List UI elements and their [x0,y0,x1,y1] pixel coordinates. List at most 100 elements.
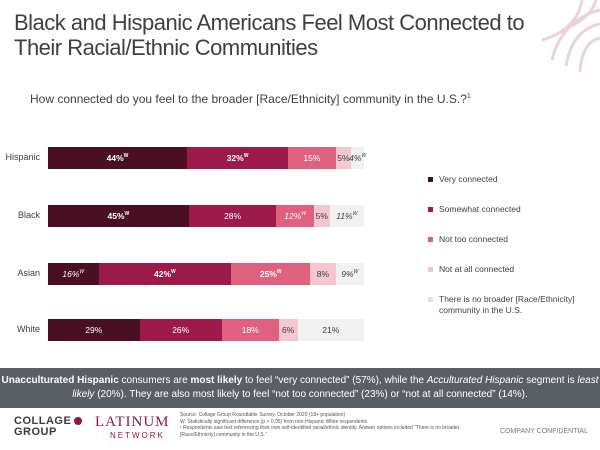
source-notes: Source: Collage Group Roundtable Survey,… [180,412,480,438]
bar-segment: 26% [139,319,222,341]
data-label: 8% [316,269,330,279]
survey-question-text: How connected do you feel to the broader… [30,92,467,106]
bar-segment: 4%W [349,147,367,169]
bar-row: 45%W 28% 12%W 5% 11%W [48,205,364,227]
bar-segment: 45%W [48,205,189,227]
data-label: 6% [282,325,295,335]
slide-title: Black and Hispanic Americans Feel Most C… [14,10,525,60]
banner-text: consumers are [118,375,191,386]
legend-label: Somewhat connected [439,204,521,214]
data-label: 5% [315,211,328,221]
footnote-marker: 1 [466,93,471,100]
significance-marker: W [124,211,130,218]
bar-segment: 16%W [48,263,99,285]
data-label: 15% [303,153,321,163]
legend-item: There is no broader [Race/Ethnicity] com… [428,294,598,316]
legend-swatch-icon [428,237,433,242]
bar-segment: 21% [297,319,364,341]
banner-text: segment is [523,375,578,386]
banner-italic: Acculturated Hispanic [426,375,524,386]
bar-segment: 6% [278,319,298,341]
source-line: ¹ Respondents saw text referencing their… [180,425,460,438]
bar-row: 29% 26% 18% 6% 21% [48,319,364,341]
bar-row: 16%W 42%W 25%W 8% 9%W [48,263,364,285]
data-label: 25%W [259,269,282,279]
collage-logo-line1: COLLAGE [14,415,72,427]
legend-item: Somewhat connected [428,204,598,215]
data-label: 45%W [107,211,130,221]
legend-label: Not at all connected [439,264,515,274]
bar-segment: 11%W [329,205,364,227]
source-line: Source: Collage Group Roundtable Survey,… [180,412,346,418]
significance-marker: W [171,269,176,276]
stacked-bar-chart: Hispanic 44%W 32%W 15% 5% 4%W Black 45%W 28% 12%W… [0,130,600,360]
bar-segment: 12%W [276,205,314,227]
bar-segment: 28% [188,205,277,227]
bar-segment: 5% [335,147,352,169]
data-label: 42%W [154,269,176,279]
bar-row: 44%W 32%W 15% 5% 4%W [48,147,367,169]
data-label: 4%W [349,153,367,163]
bar-segment: 15% [288,147,336,169]
legend-label: There is no broader [Race/Ethnicity] com… [439,294,575,315]
significance-marker: W [352,211,358,218]
bar-segment: 29% [48,319,140,341]
bar-segment: 9%W [335,263,364,285]
legend-swatch-icon [428,177,433,182]
significance-marker: W [361,153,367,160]
data-label: 12%W [284,211,307,221]
category-label: Black [17,210,40,220]
data-label: 32%W [226,153,249,163]
data-label: 26% [172,325,190,335]
legend-item: Very connected [428,174,598,185]
decorative-pattern-icon [541,0,600,73]
data-label: 28% [224,211,242,221]
significance-marker: W [79,269,85,276]
collage-logo-line2: GROUP [14,426,57,438]
latinum-logo: LATINUM [95,414,170,430]
category-label: Asian [17,268,40,278]
legend-item: Not too connected [428,234,598,245]
bar-segment: 42%W [98,263,232,285]
bar-segment: 8% [310,263,336,285]
source-line: W: Statistically significant difference … [180,418,368,425]
legend-item: Not at all connected [428,264,598,275]
bar-segment: 32%W [187,147,289,169]
insight-banner: Unacculturated Hispanic consumers are mo… [0,368,600,408]
banner-text: to feel “very connected” (57%), while th… [242,375,427,386]
collage-group-logo: COLLAGE GROUP [14,415,83,438]
data-label: 18% [241,325,259,335]
data-label: 16%W [62,269,85,279]
banner-text: (20%). They are also most likely to feel… [94,389,528,400]
latinum-logo-sub: NETWORK [110,431,165,440]
data-label: 9%W [341,269,359,279]
collage-logo-mark-icon [74,417,83,426]
banner-emphasis: most likely [190,375,243,386]
bar-segment: 44%W [48,147,188,169]
category-label: Hispanic [5,152,40,162]
significance-marker: W [123,153,129,160]
significance-marker: W [301,211,307,218]
legend-swatch-icon [428,267,433,272]
data-label: 11%W [336,211,358,221]
category-label: White [16,324,40,334]
bar-segment: 18% [221,319,279,341]
bar-segment: 25%W [231,263,311,285]
survey-question: How connected do you feel to the broader… [30,92,471,106]
legend-label: Very connected [439,174,498,184]
data-label: 44%W [106,153,129,163]
legend-swatch-icon [428,297,433,302]
significance-marker: W [276,269,282,276]
legend-label: Not too connected [439,234,508,244]
significance-marker: W [243,153,249,160]
data-label: 29% [85,325,103,335]
data-label: 21% [322,325,340,335]
data-label: 5% [337,153,350,163]
footer: COLLAGE GROUP LATINUM NETWORK Source: Co… [0,410,600,450]
significance-marker: W [353,269,359,276]
banner-emphasis: Unacculturated Hispanic [1,375,119,386]
legend-swatch-icon [428,207,433,212]
bar-segment: 5% [313,205,330,227]
banner-italic: least likely [72,375,599,400]
confidential-label: COMPANY CONFIDENTIAL [499,428,588,435]
